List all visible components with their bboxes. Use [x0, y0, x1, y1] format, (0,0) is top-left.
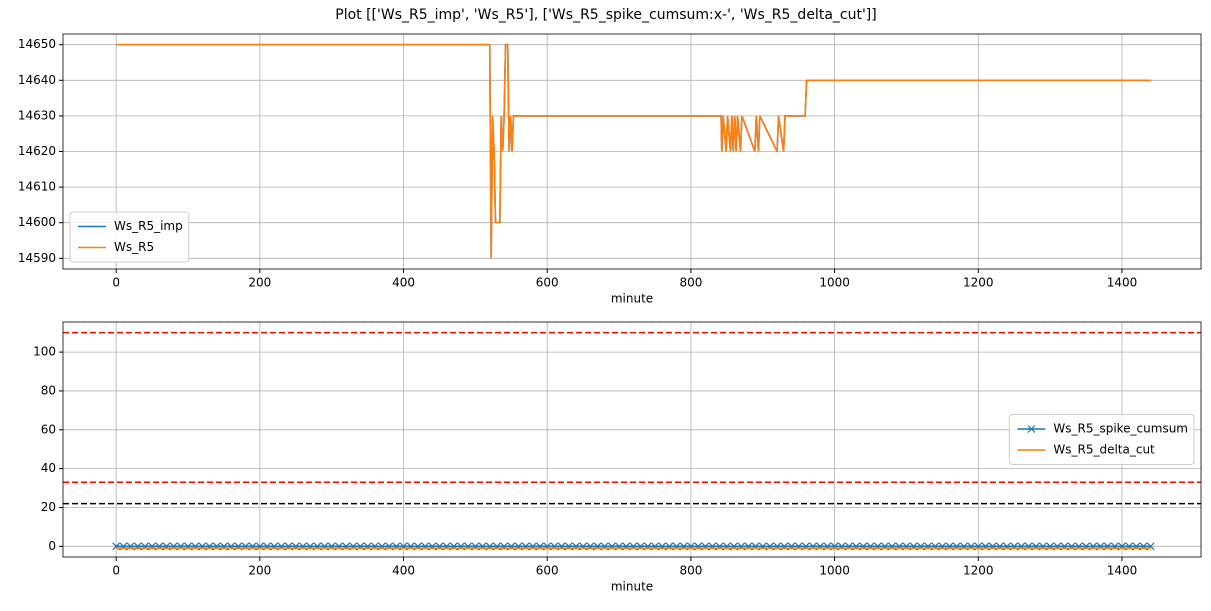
plot-area: [63, 331, 1201, 551]
y-tick-label: 14640: [18, 73, 56, 87]
y-tick-label: 80: [41, 383, 56, 397]
series-line: [116, 43, 1151, 259]
x-tick-label: 400: [392, 276, 415, 290]
x-tick-label: 600: [536, 276, 559, 290]
legend-label: Ws_R5: [114, 240, 154, 254]
figure-title: Plot [['Ws_R5_imp', 'Ws_R5'], ['Ws_R5_sp…: [335, 7, 876, 23]
x-tick-label: 200: [248, 564, 271, 578]
x-tick-label: 200: [248, 276, 271, 290]
x-tick-label: 1200: [963, 564, 994, 578]
x-tick-label: 800: [679, 276, 702, 290]
x-tick-label: 800: [679, 564, 702, 578]
y-tick-label: 14610: [18, 180, 56, 194]
y-tick-label: 40: [41, 461, 56, 475]
x-tick-label: 0: [112, 276, 120, 290]
y-tick-label: 60: [41, 422, 56, 436]
x-axis-label: minute: [611, 292, 653, 306]
y-tick-label: 0: [48, 539, 56, 553]
plot-area: [116, 43, 1151, 259]
x-tick-label: 1400: [1107, 564, 1138, 578]
axes-frame: [62, 321, 1202, 558]
legend: Ws_R5_imp Ws_R5: [69, 211, 190, 263]
x-tick-label: 1000: [819, 564, 850, 578]
y-tick-label: 20: [41, 500, 56, 514]
y-tick-label: 14630: [18, 108, 56, 122]
legend-frame: [1008, 414, 1195, 465]
x-tick-label: 1000: [819, 276, 850, 290]
x-tick-label: 1200: [963, 276, 994, 290]
y-tick-label: 100: [33, 345, 56, 359]
x-tick-label: 400: [392, 564, 415, 578]
x-tick-label: 1400: [1107, 276, 1138, 290]
legend: Ws_R5_spike_cumsum Ws_R5_delta_cut: [1008, 414, 1195, 465]
x-tick-label: 0: [112, 564, 120, 578]
legend-label: Ws_R5_spike_cumsum: [1053, 422, 1188, 436]
axes: 0 200 400 600 800 1000 1200 1400 0 20 40 60 80 100 min…: [33, 321, 1202, 594]
legend-frame: [69, 211, 190, 263]
y-tick-label: 14590: [18, 251, 56, 265]
y-tick-label: 14650: [18, 37, 56, 51]
x-axis-label: minute: [611, 580, 653, 594]
y-tick-label: 14620: [18, 144, 56, 158]
axes: 0 200 400 600 800 1000 1200 1400 14590 14600 14610…: [18, 33, 1202, 306]
axes-frame: [62, 33, 1202, 270]
legend-label: Ws_R5_delta_cut: [1053, 443, 1155, 457]
legend-label: Ws_R5_imp: [114, 219, 183, 233]
y-tick-label: 14600: [18, 215, 56, 229]
x-tick-label: 600: [536, 564, 559, 578]
legend-marker: [1027, 425, 1036, 433]
